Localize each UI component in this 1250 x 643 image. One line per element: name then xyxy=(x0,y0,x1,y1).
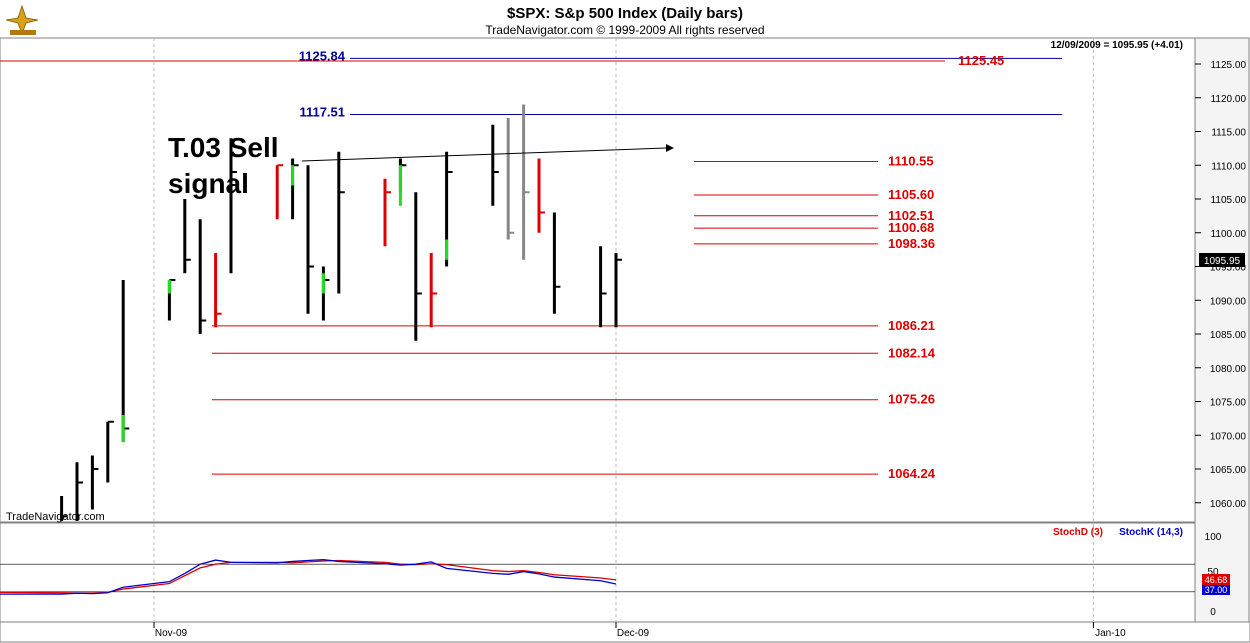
level-label: 1110.55 xyxy=(888,154,934,169)
annotation-line-2: signal xyxy=(168,168,249,199)
last-price-tag xyxy=(1199,253,1245,267)
copyright-text: TradeNavigator.com © 1999-2009 All right… xyxy=(485,23,764,37)
x-axis-panel xyxy=(0,621,1250,643)
x-tick-label: Jan-10 xyxy=(1095,628,1126,639)
level-label: 1086.21 xyxy=(888,318,935,333)
y-tick-label: 1075.00 xyxy=(1210,398,1247,409)
stochk-value-label: 37.00 xyxy=(1205,585,1228,595)
annotation-arrowhead xyxy=(666,144,674,152)
stoch-y-ticks: 100 50 0 xyxy=(1205,532,1222,618)
annotation-arrow xyxy=(301,147,667,162)
stochk-value-tag xyxy=(1202,585,1230,595)
level-label: 1064.24 xyxy=(888,466,936,481)
level-label: 1105.60 xyxy=(888,187,934,202)
stoch-y-tick-label: 100 xyxy=(1205,532,1222,543)
y-tick-label: 1070.00 xyxy=(1210,431,1247,442)
stoch-plot-frame xyxy=(0,522,1196,623)
stoch-y-tick-label: 0 xyxy=(1210,607,1216,618)
y-tick-label: 1120.00 xyxy=(1211,94,1247,105)
y-tick-label: 1085.00 xyxy=(1210,330,1247,341)
x-tick-label: Dec-09 xyxy=(617,628,650,639)
level-label: 1100.68 xyxy=(888,220,934,235)
price-y-ticks: 1060.00 1065.00 1070.00 1075.00 1080.00 1085.… xyxy=(1195,60,1246,510)
stochastic-series xyxy=(0,558,1195,595)
level-label: 1098.36 xyxy=(888,236,935,251)
y-axis-panel xyxy=(1194,37,1250,623)
y-tick-label: 1065.00 xyxy=(1210,465,1247,476)
chart-title: $SPX: S&p 500 Index (Daily bars) xyxy=(507,5,743,22)
price-bars xyxy=(60,104,622,521)
compass-logo-icon xyxy=(5,4,39,36)
x-tick-label: Nov-09 xyxy=(155,628,188,639)
y-tick-label: 1105.00 xyxy=(1211,195,1247,206)
y-tick-label: 1090.00 xyxy=(1210,296,1247,307)
y-tick-label: 1110.00 xyxy=(1211,161,1246,172)
price-plot-frame xyxy=(0,37,1196,523)
stoch-y-tick-label: 50 xyxy=(1207,567,1219,578)
annotation-line-1: T.03 Sell xyxy=(168,132,279,163)
stochk-line xyxy=(0,558,617,595)
y-tick-label: 1115.00 xyxy=(1211,128,1246,139)
level-lines: 1125.84 1125.45 1117.51 1110.55 1105.60 1102.… xyxy=(0,48,1062,481)
watermark-text: TradeNavigator.com xyxy=(6,511,105,523)
x-ticks: Nov-09 Dec-09 Jan-10 xyxy=(153,622,1126,639)
level-label: 1125.84 xyxy=(299,48,346,63)
y-tick-label: 1060.00 xyxy=(1210,499,1247,510)
legend-stochk: StochK (14,3) xyxy=(1119,527,1183,538)
stochd-value-tag xyxy=(1202,574,1230,585)
y-tick-label: 1125.00 xyxy=(1211,60,1247,71)
y-tick-label: 1080.00 xyxy=(1210,364,1247,375)
level-label: 1125.45 xyxy=(958,53,1004,68)
y-tick-label: 1095.00 xyxy=(1210,263,1247,274)
legend-stochd: StochD (3) xyxy=(1053,527,1103,538)
last-price-label: 1095.95 xyxy=(1204,256,1241,267)
y-tick-label: 1100.00 xyxy=(1211,229,1247,240)
level-label: 1082.14 xyxy=(888,345,936,360)
level-label: 1102.51 xyxy=(888,208,934,223)
level-label: 1075.26 xyxy=(888,392,935,407)
stochd-value-label: 46.68 xyxy=(1205,575,1228,585)
level-label: 1117.51 xyxy=(299,105,345,120)
x-grid xyxy=(153,38,1094,622)
price-readout: 12/09/2009 = 1095.95 (+4.01) xyxy=(1051,40,1183,51)
